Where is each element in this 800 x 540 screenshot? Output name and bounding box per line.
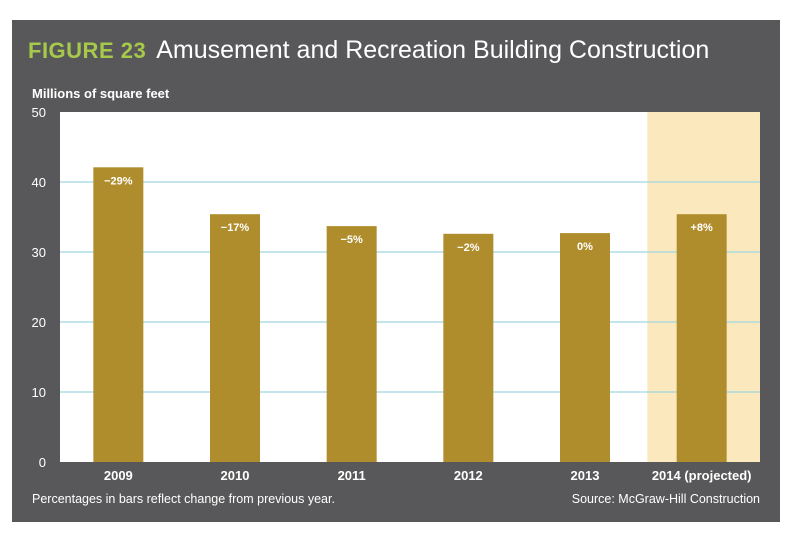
x-tick-label: 2012 — [454, 468, 483, 483]
bar — [560, 233, 610, 462]
y-axis-label: Millions of square feet — [32, 86, 170, 101]
x-tick-label: 2010 — [221, 468, 250, 483]
bar-data-label: −5% — [341, 234, 364, 246]
y-tick-label: 20 — [32, 315, 46, 330]
footnote: Percentages in bars reflect change from … — [32, 492, 335, 506]
bar — [93, 167, 144, 463]
title-row: FIGURE 23 Amusement and Recreation Build… — [28, 36, 709, 72]
x-tick-label: 2014 (projected) — [652, 468, 752, 483]
bar — [326, 226, 377, 462]
plot-area — [60, 112, 760, 462]
chart-title: Amusement and Recreation Building Constr… — [156, 36, 710, 64]
y-tick-label: 0 — [39, 455, 46, 470]
bar — [210, 214, 260, 462]
bar — [676, 214, 727, 462]
bar-data-label: −29% — [104, 175, 133, 187]
bar-data-label: −17% — [221, 222, 250, 234]
y-tick-label: 50 — [32, 105, 46, 120]
y-tick-label: 40 — [32, 175, 46, 190]
bar-data-label: 0% — [577, 241, 593, 253]
bar — [443, 233, 494, 462]
figure-label: FIGURE 23 — [28, 38, 147, 63]
bar-data-label: +8% — [691, 222, 714, 234]
x-tick-label: 2009 — [104, 468, 133, 483]
bar-data-label: −2% — [457, 242, 480, 254]
x-tick-label: 2013 — [571, 468, 600, 483]
x-tick-label: 2011 — [338, 468, 366, 483]
y-tick-label: 30 — [32, 245, 46, 260]
y-tick-label: 10 — [32, 385, 46, 400]
source-note: Source: McGraw-Hill Construction — [571, 492, 760, 506]
